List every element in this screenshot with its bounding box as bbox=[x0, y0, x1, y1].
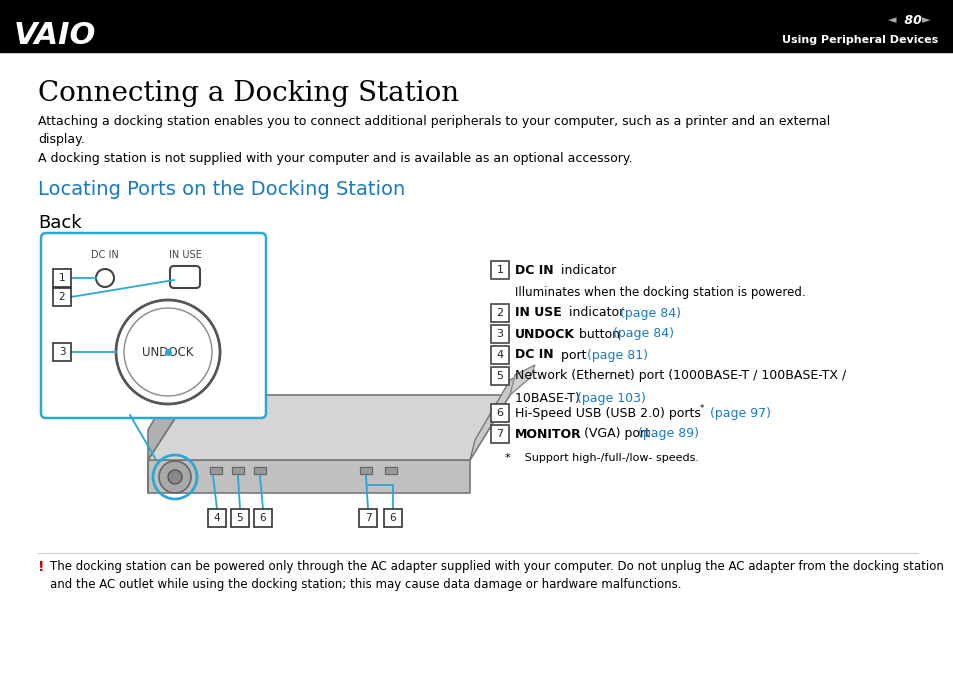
Bar bbox=[231, 509, 249, 527]
Text: 3: 3 bbox=[496, 329, 503, 339]
Text: VAIO: VAIO bbox=[14, 22, 96, 51]
Bar bbox=[232, 467, 244, 474]
Text: 10BASE-T): 10BASE-T) bbox=[515, 392, 583, 405]
Text: 5: 5 bbox=[236, 513, 243, 523]
Text: (VGA) port: (VGA) port bbox=[579, 427, 654, 441]
Text: 7: 7 bbox=[364, 513, 371, 523]
Bar bbox=[491, 346, 509, 364]
Text: (page 103): (page 103) bbox=[577, 392, 645, 405]
Text: A docking station is not supplied with your computer and is available as an opti: A docking station is not supplied with y… bbox=[38, 152, 632, 165]
Polygon shape bbox=[148, 395, 510, 460]
Text: indicator: indicator bbox=[564, 307, 628, 319]
Text: 6: 6 bbox=[259, 513, 266, 523]
Circle shape bbox=[159, 461, 191, 493]
Text: 6: 6 bbox=[496, 408, 503, 418]
Text: 5: 5 bbox=[496, 371, 503, 381]
Text: MONITOR: MONITOR bbox=[515, 427, 581, 441]
Text: indicator: indicator bbox=[557, 264, 616, 276]
FancyBboxPatch shape bbox=[41, 233, 266, 418]
Bar bbox=[0, 0, 953, 52]
Text: port: port bbox=[557, 348, 590, 361]
Text: DC IN: DC IN bbox=[515, 348, 553, 361]
Text: 2: 2 bbox=[496, 308, 503, 318]
Bar bbox=[385, 467, 396, 474]
Bar bbox=[359, 467, 372, 474]
Polygon shape bbox=[510, 365, 535, 395]
Text: Attaching a docking station enables you to connect additional peripherals to you: Attaching a docking station enables you … bbox=[38, 115, 829, 146]
Text: *: * bbox=[700, 404, 703, 412]
Text: (page 81): (page 81) bbox=[586, 348, 647, 361]
Text: (page 84): (page 84) bbox=[613, 328, 673, 340]
FancyBboxPatch shape bbox=[170, 266, 200, 288]
Text: Connecting a Docking Station: Connecting a Docking Station bbox=[38, 80, 458, 107]
Bar bbox=[53, 288, 71, 306]
Circle shape bbox=[168, 470, 182, 484]
Text: 80: 80 bbox=[899, 13, 925, 26]
Text: Back: Back bbox=[38, 214, 82, 232]
Text: UNDOCK: UNDOCK bbox=[142, 346, 193, 359]
Bar bbox=[358, 509, 376, 527]
Text: (page 89): (page 89) bbox=[638, 427, 699, 441]
Text: UNDOCK: UNDOCK bbox=[515, 328, 575, 340]
Text: 3: 3 bbox=[59, 347, 65, 357]
Text: 6: 6 bbox=[389, 513, 395, 523]
Text: (page 84): (page 84) bbox=[619, 307, 680, 319]
Bar bbox=[491, 404, 509, 422]
Text: Hi-Speed USB (USB 2.0) ports: Hi-Speed USB (USB 2.0) ports bbox=[515, 406, 700, 419]
Text: !: ! bbox=[38, 560, 45, 574]
Text: IN USE: IN USE bbox=[169, 250, 201, 260]
Bar bbox=[359, 467, 372, 474]
Text: DC IN: DC IN bbox=[515, 264, 553, 276]
Text: 1: 1 bbox=[59, 273, 65, 283]
Polygon shape bbox=[148, 395, 190, 493]
Bar bbox=[210, 467, 222, 474]
Text: 7: 7 bbox=[496, 429, 503, 439]
Bar bbox=[53, 269, 71, 287]
Bar bbox=[253, 467, 266, 474]
Text: Locating Ports on the Docking Station: Locating Ports on the Docking Station bbox=[38, 180, 405, 199]
Bar bbox=[210, 467, 222, 474]
Text: Network (Ethernet) port (1000BASE-T / 100BASE-TX /: Network (Ethernet) port (1000BASE-T / 10… bbox=[515, 369, 845, 383]
Text: 4: 4 bbox=[213, 513, 220, 523]
Bar bbox=[491, 261, 509, 279]
Polygon shape bbox=[148, 460, 470, 493]
Bar bbox=[491, 304, 509, 322]
Text: 2: 2 bbox=[59, 292, 65, 302]
Text: IN USE: IN USE bbox=[515, 307, 561, 319]
Bar bbox=[385, 467, 396, 474]
Text: DC IN: DC IN bbox=[91, 250, 119, 260]
Text: (page 97): (page 97) bbox=[705, 406, 770, 419]
Text: 4: 4 bbox=[496, 350, 503, 360]
Text: *    Support high-/full-/low- speeds.: * Support high-/full-/low- speeds. bbox=[504, 453, 699, 463]
Bar bbox=[53, 343, 71, 361]
Text: ►: ► bbox=[921, 15, 929, 25]
Bar bbox=[491, 325, 509, 343]
Bar bbox=[384, 509, 401, 527]
Polygon shape bbox=[470, 375, 519, 460]
Text: Using Peripheral Devices: Using Peripheral Devices bbox=[781, 35, 937, 45]
Text: Illuminates when the docking station is powered.: Illuminates when the docking station is … bbox=[515, 286, 804, 299]
Bar bbox=[491, 425, 509, 443]
Text: The docking station can be powered only through the AC adapter supplied with you: The docking station can be powered only … bbox=[50, 560, 943, 591]
Bar bbox=[208, 509, 226, 527]
Bar bbox=[491, 367, 509, 385]
Text: button: button bbox=[575, 328, 623, 340]
Bar bbox=[253, 467, 266, 474]
Bar bbox=[232, 467, 244, 474]
Text: ◄: ◄ bbox=[887, 15, 896, 25]
Text: 1: 1 bbox=[496, 265, 503, 275]
Bar bbox=[253, 509, 272, 527]
